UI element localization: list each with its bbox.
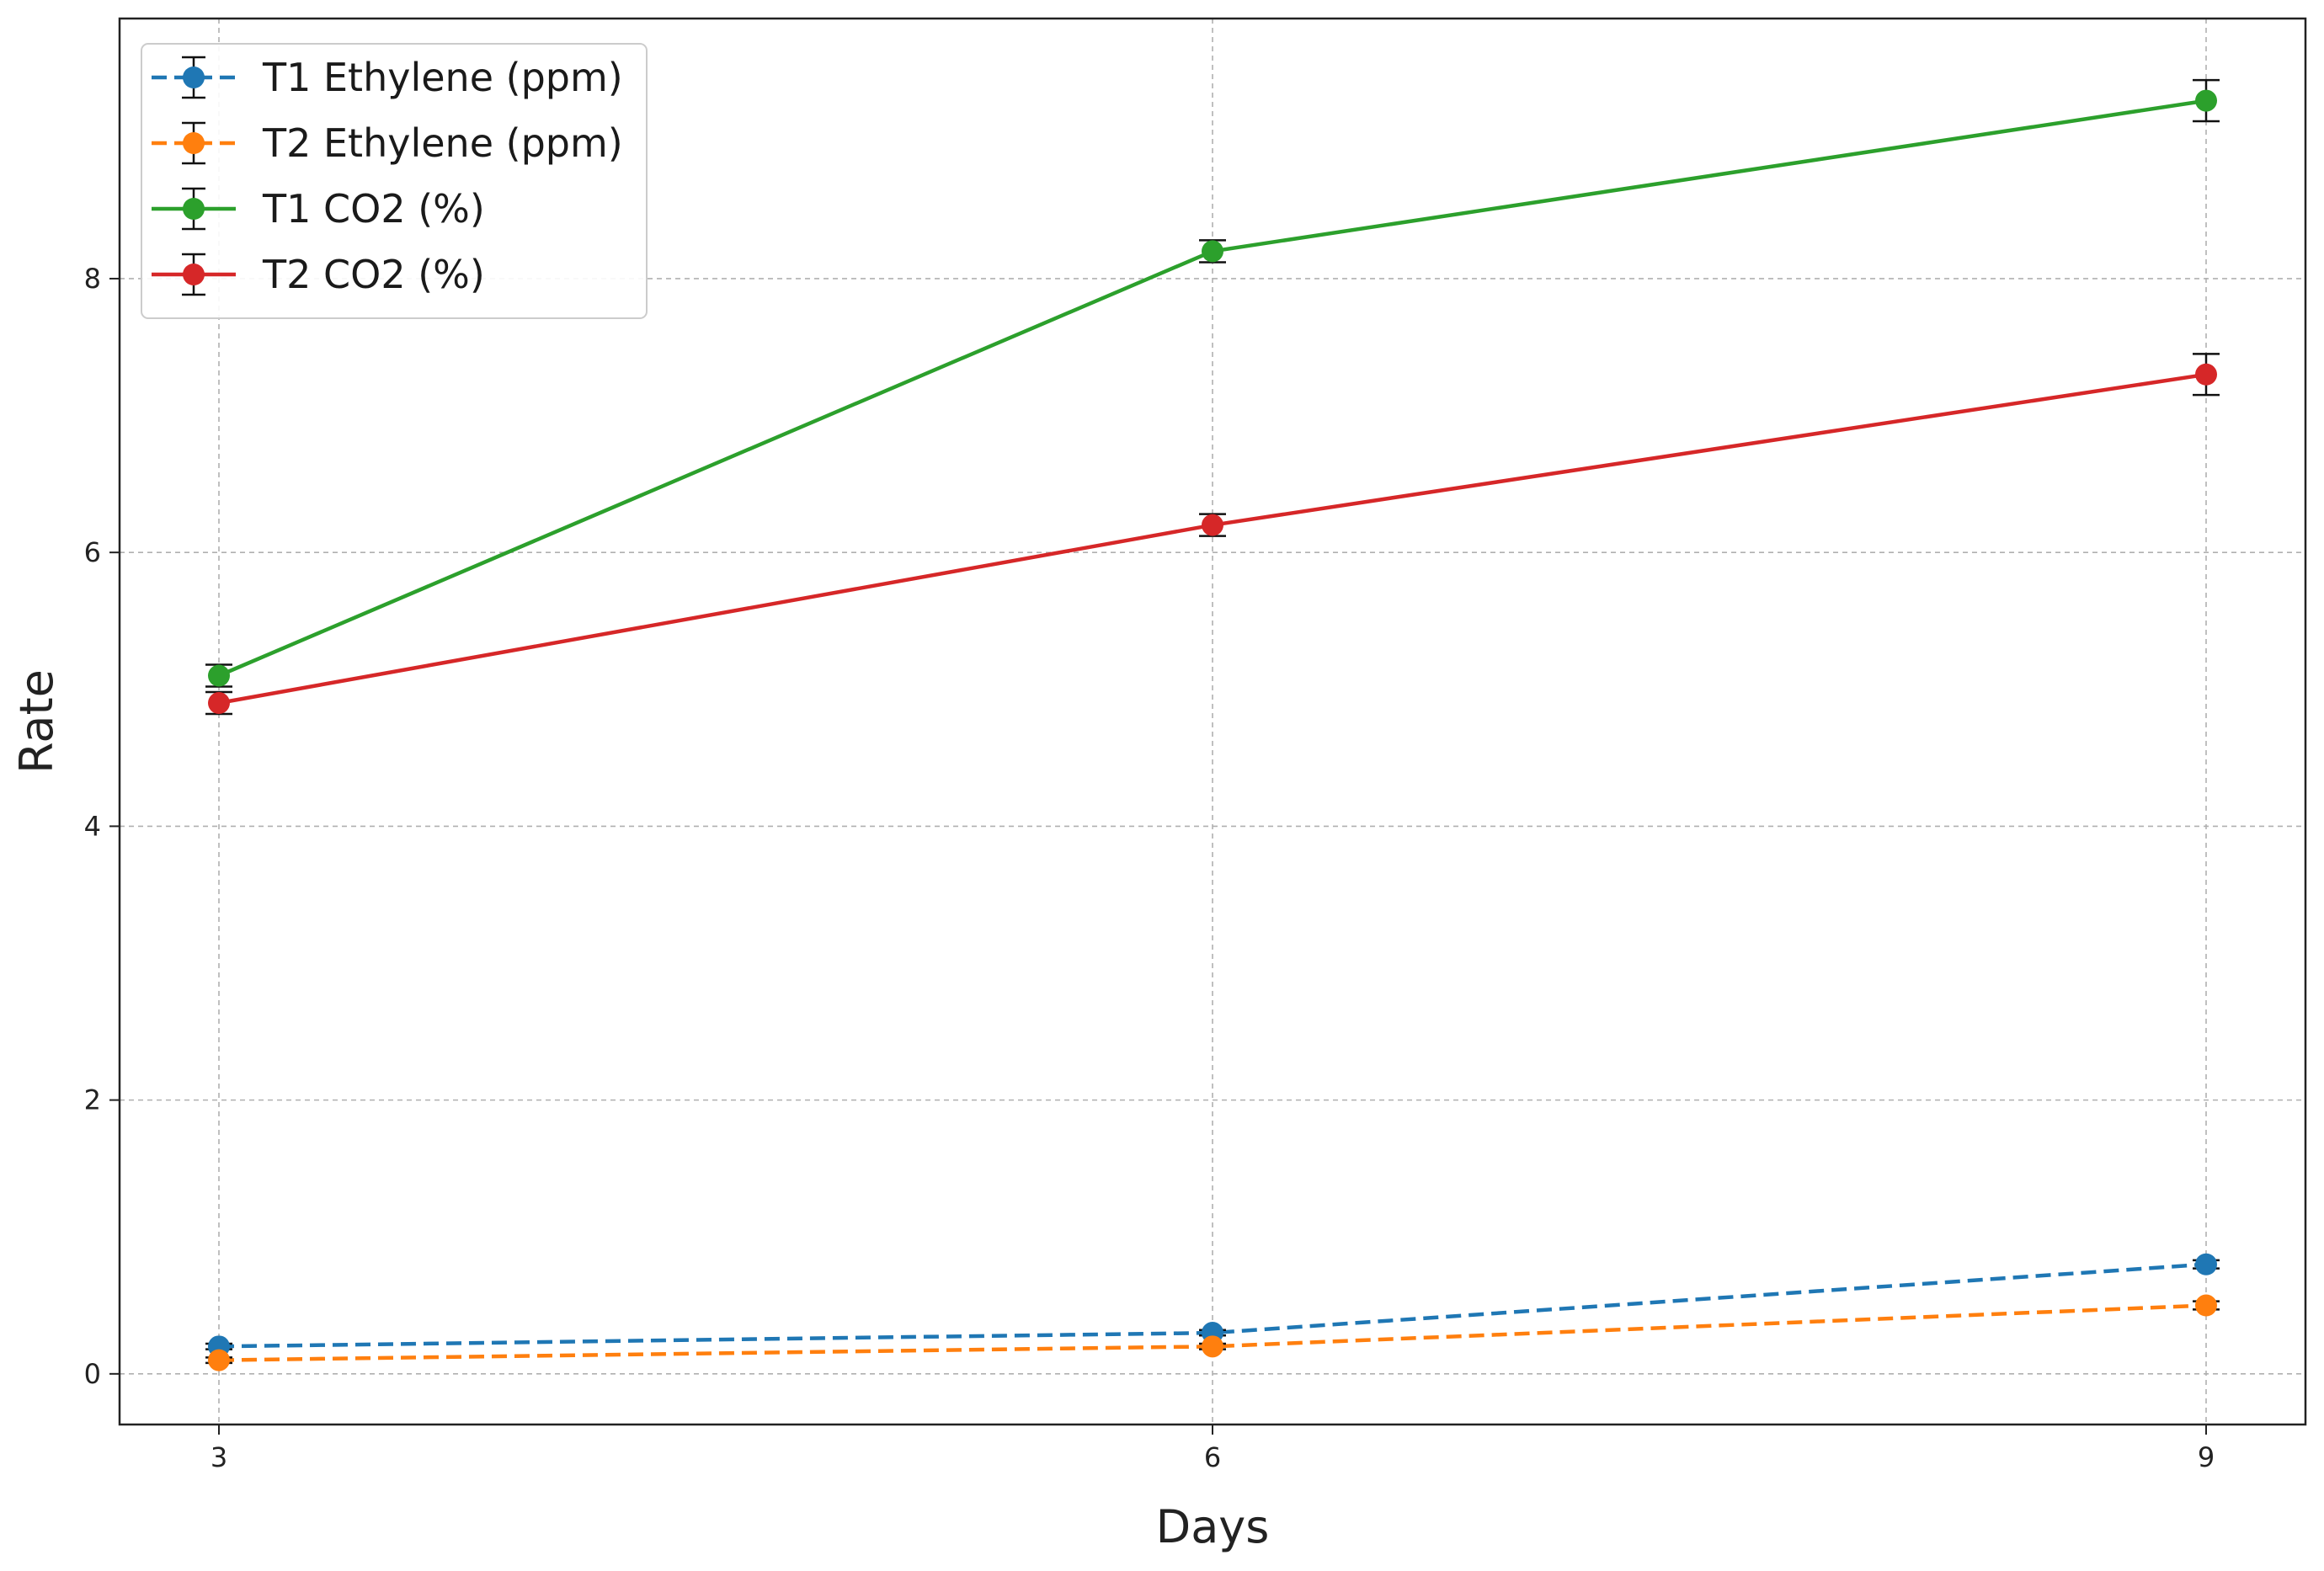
data-point xyxy=(1202,240,1223,263)
legend-marker xyxy=(183,67,205,88)
legend-marker xyxy=(183,264,205,285)
series-2 xyxy=(205,78,2220,688)
data-point xyxy=(2195,1294,2217,1317)
axis-ticks: 3 6 9 0 2 4 6 8 xyxy=(84,263,2215,1473)
y-tick-label: 2 xyxy=(84,1084,101,1116)
series-line xyxy=(218,1262,2207,1349)
data-point xyxy=(2195,89,2217,112)
legend-box xyxy=(141,43,648,319)
data-point xyxy=(208,1349,230,1371)
y-tick-label: 8 xyxy=(84,263,101,295)
legend-item: T1 CO2 (%) xyxy=(152,186,485,232)
legend-marker xyxy=(183,132,205,154)
x-axis-title: Days xyxy=(1156,1500,1270,1553)
data-point xyxy=(2195,1253,2217,1275)
y-tick-label: 4 xyxy=(84,810,101,842)
legend-label: T1 Ethylene (ppm) xyxy=(262,55,623,100)
x-tick-label: 9 xyxy=(2198,1441,2215,1473)
legend-marker xyxy=(183,198,205,220)
series-1 xyxy=(205,1294,2220,1371)
series-group xyxy=(205,78,2220,1371)
legend-item: T2 Ethylene (ppm) xyxy=(152,120,623,166)
data-point xyxy=(1202,1335,1223,1358)
legend-label: T1 CO2 (%) xyxy=(262,186,485,232)
legend: T1 Ethylene (ppm) T2 Ethylene (ppm) T1 CO2… xyxy=(141,43,648,319)
legend-item: T2 CO2 (%) xyxy=(152,252,485,297)
data-point xyxy=(1202,514,1223,536)
legend-item: T1 Ethylene (ppm) xyxy=(152,55,623,100)
x-tick-label: 6 xyxy=(1204,1441,1221,1473)
data-point xyxy=(2195,363,2217,386)
y-axis-title: Rate xyxy=(10,669,63,774)
legend-label: T2 Ethylene (ppm) xyxy=(262,120,623,166)
y-tick-label: 6 xyxy=(84,536,101,568)
y-tick-label: 0 xyxy=(84,1358,101,1390)
data-point xyxy=(208,664,230,687)
data-point xyxy=(208,692,230,715)
series-line xyxy=(218,1303,2207,1362)
x-tick-label: 3 xyxy=(211,1441,227,1473)
legend-label: T2 CO2 (%) xyxy=(262,252,485,297)
series-3 xyxy=(205,353,2220,716)
